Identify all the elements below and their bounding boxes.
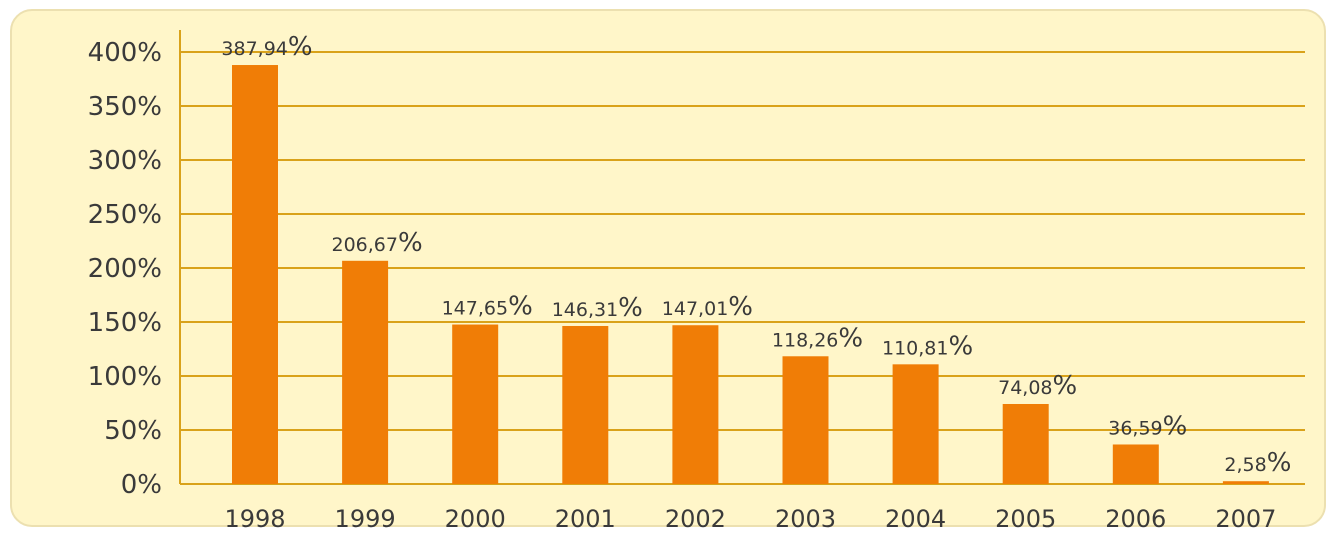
bar-1998 — [232, 65, 278, 484]
bar-2003 — [782, 356, 829, 484]
y-tick-label: 100% — [88, 362, 162, 392]
data-label: 110,81% — [882, 331, 973, 361]
y-tick-label: 50% — [104, 416, 162, 446]
y-axis: 0% 50% 100% 150% 200% 250% 300% 350% 400% — [88, 30, 181, 500]
bar-2007 — [1222, 481, 1269, 484]
x-tick-label: 2004 — [885, 505, 946, 533]
data-label: 206,67% — [331, 228, 422, 258]
x-tick-label: 2006 — [1105, 505, 1166, 533]
bar-2002 — [672, 325, 719, 484]
y-tick-label: 250% — [88, 200, 162, 230]
y-tick-label: 300% — [88, 146, 162, 176]
data-label: 146,31% — [552, 293, 643, 323]
x-tick-label: 2002 — [665, 505, 726, 533]
x-tick-label: 2001 — [555, 505, 616, 533]
bar-2000 — [452, 324, 499, 484]
x-axis: 1998 1999 2000 2001 2002 2003 2004 2005 2006 2007 — [224, 505, 1276, 533]
bars — [232, 65, 1269, 484]
bar-1999 — [342, 260, 389, 484]
y-tick-label: 150% — [88, 308, 162, 338]
y-tick-label: 350% — [88, 92, 162, 122]
data-label: 74,08% — [998, 371, 1077, 401]
y-tick-label: 0% — [121, 470, 162, 500]
x-tick-label: 2005 — [995, 505, 1056, 533]
data-label: 387,94% — [221, 32, 312, 62]
bar-2001 — [562, 325, 609, 484]
data-labels: 387,94% 206,67% 147,65% 146,31% 147,01% 118,2… — [221, 32, 1291, 478]
bar-2004 — [892, 364, 939, 484]
data-label: 118,26% — [772, 323, 863, 353]
data-label: 36,59% — [1108, 411, 1187, 441]
bar-2005 — [1002, 403, 1049, 484]
data-label: 147,01% — [662, 292, 753, 322]
y-tick-label: 200% — [88, 254, 162, 284]
bar-2006 — [1112, 444, 1159, 484]
data-label: 2,58% — [1224, 448, 1291, 478]
data-label: 147,65% — [442, 292, 533, 322]
x-tick-label: 1999 — [335, 505, 396, 533]
x-tick-label: 1998 — [224, 505, 285, 533]
x-tick-label: 2000 — [445, 505, 506, 533]
y-tick-label: 400% — [88, 38, 162, 68]
x-tick-label: 2007 — [1215, 505, 1276, 533]
x-tick-label: 2003 — [775, 505, 836, 533]
